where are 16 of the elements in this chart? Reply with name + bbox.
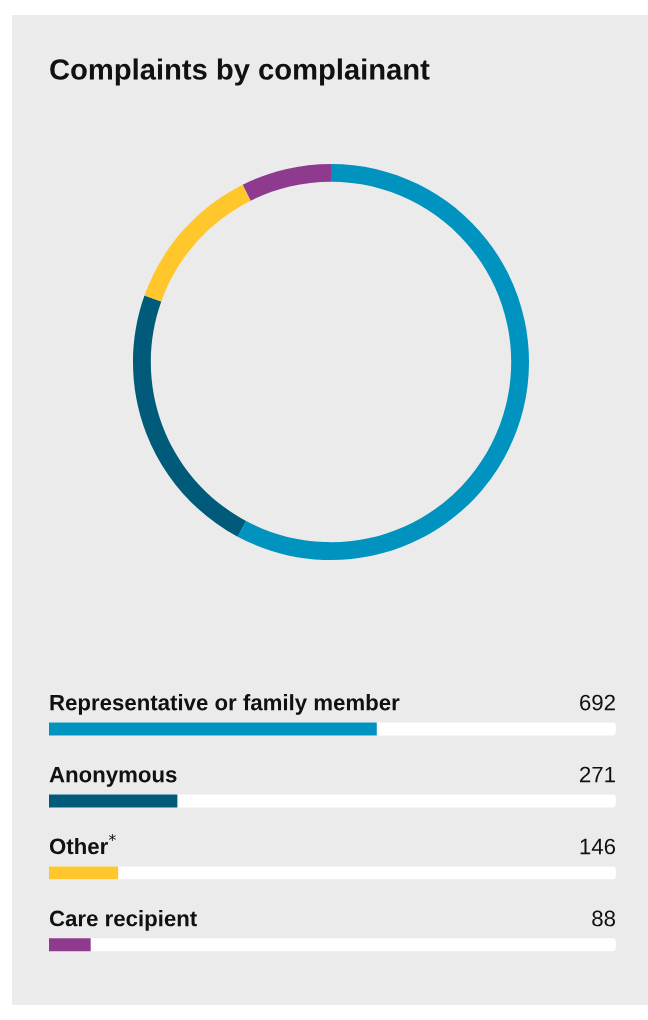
data-label: 692 <box>580 694 615 711</box>
y-tick-label: Representative or family member <box>50 694 400 715</box>
y-tick-label: Care recipient <box>49 910 197 931</box>
bar <box>49 938 91 952</box>
donut-slice <box>237 163 529 561</box>
donut-slice <box>133 295 247 537</box>
bar <box>49 866 119 880</box>
chart-title: Complaints by complainant <box>50 58 430 86</box>
data-label: 146 <box>580 838 616 855</box>
data-label: 88 <box>592 910 616 927</box>
y-tick-label: Other$^{*}$ <box>49 833 116 855</box>
donut-slice <box>242 163 331 201</box>
donut-slice <box>144 184 251 302</box>
bar <box>49 794 178 808</box>
y-tick-label: Anonymous <box>49 766 177 787</box>
data-label: 271 <box>580 766 615 783</box>
